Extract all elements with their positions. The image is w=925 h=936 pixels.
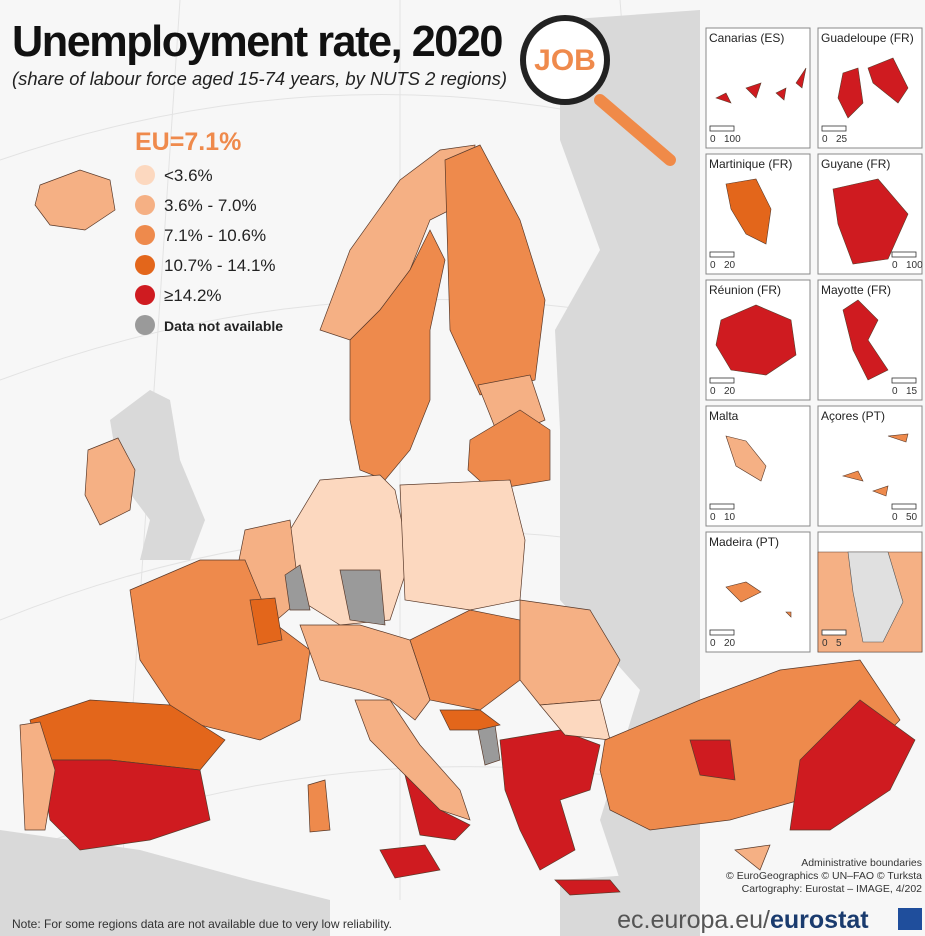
legend-swatch bbox=[135, 225, 155, 245]
legend-label: 10.7% - 14.1% bbox=[164, 256, 276, 275]
eu-flag bbox=[898, 908, 922, 930]
credit-line: © EuroGeographics © UN–FAO © Turksta bbox=[726, 870, 922, 882]
inset: Açores (PT) 0 50 bbox=[817, 405, 923, 527]
inset: Mayotte (FR) 0 15 bbox=[817, 279, 923, 401]
legend-swatch bbox=[135, 255, 155, 275]
scale-label: 100 bbox=[724, 134, 741, 145]
scale-label: 20 bbox=[724, 638, 736, 649]
inset: Liechtenstein 0 5 bbox=[817, 531, 923, 653]
scale-label: 0 bbox=[892, 386, 898, 397]
inset-region bbox=[715, 304, 797, 376]
legend-swatch bbox=[135, 195, 155, 215]
badge: JOB bbox=[534, 44, 596, 77]
inset: Canarias (ES) 0 100 bbox=[705, 27, 811, 149]
scale-bar bbox=[891, 503, 917, 510]
credit-line: Administrative boundaries bbox=[801, 857, 922, 869]
scale-label: 10 bbox=[724, 512, 736, 523]
inset-label: Martinique (FR) bbox=[709, 157, 792, 171]
legend-swatch bbox=[135, 165, 155, 185]
legend-title: EU=7.1% bbox=[135, 128, 241, 156]
note: Note: For some regions data are not avai… bbox=[12, 917, 392, 931]
scale-label: 5 bbox=[836, 638, 842, 649]
legend-label: ≥14.2% bbox=[164, 286, 222, 305]
inset-region bbox=[841, 433, 909, 497]
scale-bar bbox=[709, 629, 735, 636]
map-regions bbox=[19, 144, 916, 896]
inset-label: Açores (PT) bbox=[821, 409, 885, 423]
inset-region bbox=[725, 178, 772, 245]
inset-nonEU bbox=[847, 551, 904, 643]
inset-region bbox=[837, 57, 909, 119]
inset-label: Liechtenstein bbox=[821, 535, 892, 549]
scale-bar bbox=[709, 125, 735, 132]
scale-label: 0 bbox=[710, 386, 716, 397]
scale-bar bbox=[821, 125, 847, 132]
inset: Réunion (FR) 0 20 bbox=[705, 279, 811, 401]
title: Unemployment rate, 2020 bbox=[12, 17, 502, 66]
scale-label: 0 bbox=[710, 638, 716, 649]
scale-label: 0 bbox=[710, 260, 716, 271]
scale-bar bbox=[709, 503, 735, 510]
scale-label: 0 bbox=[710, 512, 716, 523]
legend-label: Data not available bbox=[164, 318, 283, 334]
inset-region bbox=[725, 435, 767, 482]
scale-label: 0 bbox=[710, 134, 716, 145]
legend-label: <3.6% bbox=[164, 166, 213, 185]
inset-label: Réunion (FR) bbox=[709, 283, 781, 297]
legend-label: 3.6% - 7.0% bbox=[164, 196, 257, 215]
inset: Guyane (FR) 0 100 bbox=[817, 153, 923, 275]
scale-bar bbox=[709, 377, 735, 384]
scale-bar bbox=[821, 629, 847, 636]
legend: <3.6% 3.6% - 7.0% 7.1% - 10.6% 10.7% - 14.1… bbox=[135, 165, 283, 335]
brand-name: eurostat bbox=[770, 906, 869, 934]
brand-domain: ec.europa.eu/ bbox=[617, 906, 770, 934]
inset-label: Guadeloupe (FR) bbox=[821, 31, 914, 45]
inset: Martinique (FR) 0 20 bbox=[705, 153, 811, 275]
credits: Administrative boundaries© EuroGeographi… bbox=[726, 857, 922, 895]
scale-label: 25 bbox=[836, 134, 848, 145]
inset: Guadeloupe (FR) 0 25 bbox=[817, 27, 923, 149]
inset: Madeira (PT) 0 20 bbox=[705, 531, 811, 653]
inset-label: Mayotte (FR) bbox=[821, 283, 891, 297]
inset-label: Malta bbox=[709, 409, 739, 423]
inset-region bbox=[832, 178, 909, 265]
scale-label: 0 bbox=[822, 134, 828, 145]
legend-swatch bbox=[135, 285, 155, 305]
legend-label: 7.1% - 10.6% bbox=[164, 226, 266, 245]
scale-bar bbox=[891, 251, 917, 258]
legend-swatch bbox=[135, 315, 155, 335]
scale-bar bbox=[891, 377, 917, 384]
inset-label: Canarias (ES) bbox=[709, 31, 784, 45]
scale-label: 0 bbox=[822, 638, 828, 649]
subtitle: (share of labour force aged 15-74 years,… bbox=[12, 69, 507, 89]
inset-region bbox=[842, 299, 889, 381]
scale-label: 0 bbox=[892, 512, 898, 523]
credit-line: Cartography: Eurostat – IMAGE, 4/202 bbox=[742, 883, 923, 895]
inset-label: Guyane (FR) bbox=[821, 157, 890, 171]
scale-label: 20 bbox=[724, 260, 736, 271]
scale-label: 20 bbox=[724, 386, 736, 397]
inset-region bbox=[715, 67, 807, 104]
inset-label: Madeira (PT) bbox=[709, 535, 779, 549]
magnifier-icon bbox=[520, 15, 676, 166]
scale-label: 50 bbox=[906, 512, 918, 523]
inset-region bbox=[725, 581, 792, 618]
scale-label: 0 bbox=[892, 260, 898, 271]
inset: Malta 0 10 bbox=[705, 405, 811, 527]
scale-label: 100 bbox=[906, 260, 923, 271]
scale-label: 15 bbox=[906, 386, 918, 397]
scale-bar bbox=[709, 251, 735, 258]
